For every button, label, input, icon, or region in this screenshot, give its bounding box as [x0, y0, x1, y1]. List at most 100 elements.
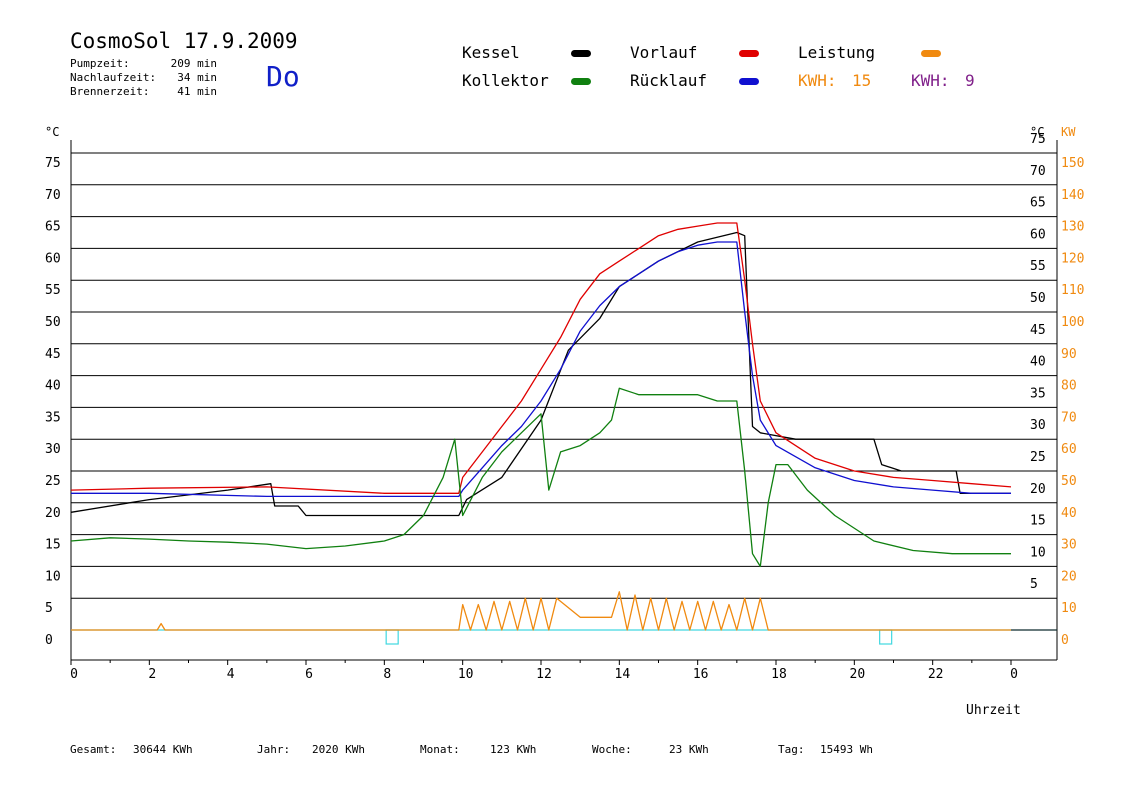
y-left-tick-label: 60: [45, 251, 61, 266]
chart-title: CosmoSol 17.9.2009: [70, 29, 298, 53]
y2-tick-label: 70: [1061, 410, 1077, 425]
y-right-tick-label: 35: [1030, 386, 1046, 401]
y-left-tick-label: 55: [45, 283, 61, 298]
y-left-tick-label: 10: [45, 569, 61, 584]
y2-tick-label: 10: [1061, 601, 1077, 616]
y2-tick-label: 130: [1061, 220, 1084, 235]
x-tick-label: 6: [305, 667, 313, 682]
y-right-tick-label: 15: [1030, 514, 1046, 529]
y-right-tick-label: 45: [1030, 323, 1046, 338]
y2-tick-label: 80: [1061, 379, 1077, 394]
y2-tick-label: 60: [1061, 442, 1077, 457]
x-tick-label: 8: [383, 667, 391, 682]
y-left-tick-label: 25: [45, 474, 61, 489]
y-left-tick-label: 15: [45, 538, 61, 553]
y-left-tick-label: 65: [45, 220, 61, 235]
legend-vorlauf-swatch: [739, 50, 759, 57]
x-axis-title: Uhrzeit: [966, 703, 1021, 718]
legend-ruecklauf-swatch: [739, 78, 759, 85]
y-left-tick-label: 45: [45, 347, 61, 362]
tag-label: Tag:: [778, 743, 805, 756]
x-tick-label: 0: [1010, 667, 1018, 682]
nachlaufzeit-label: Nachlaufzeit:: [70, 71, 157, 84]
x-tick-label: 18: [771, 667, 787, 682]
time-marker: [385, 629, 399, 645]
nachlaufzeit-value: 34 min: [177, 71, 217, 84]
x-tick-label: 4: [227, 667, 235, 682]
gesamt-label: Gesamt:: [70, 743, 117, 756]
y-right-tick-label: 50: [1030, 291, 1046, 306]
monat-label: Monat:: [420, 743, 460, 756]
y-left-tick-label: 75: [45, 156, 61, 171]
legend-vorlauf-label: Vorlauf: [630, 43, 698, 62]
series-line-vorlauf: [70, 222, 1012, 494]
legend-kessel-swatch: [571, 50, 591, 57]
x-tick-label: 16: [693, 667, 709, 682]
y2-tick-label: 150: [1061, 156, 1084, 171]
series-line-leistung: [71, 591, 1011, 631]
pumpzeit-label: Pumpzeit:: [70, 57, 130, 70]
tag-value: 15493 Wh: [820, 743, 873, 756]
weekday-label: Do: [266, 60, 300, 93]
y2-tick-label: 90: [1061, 347, 1077, 362]
legend-kwh-purple-value: 9: [965, 71, 975, 90]
y-right-tick-label: 25: [1030, 450, 1046, 465]
y-right-tick-label: 70: [1030, 164, 1046, 179]
x-tick-label: 2: [148, 667, 156, 682]
x-tick-label: 12: [536, 667, 552, 682]
y2-tick-label: 140: [1061, 188, 1084, 203]
y-right-tick-label: 75: [1030, 132, 1046, 147]
y2-unit: KW: [1061, 125, 1076, 139]
time-marker: [879, 629, 893, 645]
y-left-unit: °C: [45, 125, 59, 139]
legend-kwh-orange-label: KWH:: [798, 71, 837, 90]
monat-value: 123 KWh: [490, 743, 537, 756]
x-tick-label: 14: [615, 667, 631, 682]
y-right-tick-label: 60: [1030, 227, 1046, 242]
gesamt-value: 30644 KWh: [133, 743, 193, 756]
legend-leistung-label: Leistung: [798, 43, 876, 62]
legend-leistung-swatch: [921, 50, 941, 57]
brennerzeit-label: Brennerzeit:: [70, 85, 150, 98]
y-right-tick-label: 5: [1030, 577, 1038, 592]
y-right-tick-label: 30: [1030, 418, 1046, 433]
y2-tick-label: 40: [1061, 506, 1077, 521]
legend-kollektor-label: Kollektor: [462, 71, 549, 90]
jahr-value: 2020 KWh: [312, 743, 365, 756]
y2-tick-label: 30: [1061, 538, 1077, 553]
y2-tick-label: 110: [1061, 283, 1084, 298]
y-left-tick-label: 0: [45, 633, 53, 648]
y-left-tick-label: 30: [45, 442, 61, 457]
y-right-unit: °C: [1030, 125, 1044, 139]
x-tick-label: 0: [70, 667, 78, 682]
y-right-tick-label: 40: [1030, 355, 1046, 370]
y-left-tick-label: 20: [45, 506, 61, 521]
y2-tick-label: 0: [1061, 633, 1069, 648]
y-right-tick-label: 65: [1030, 196, 1046, 211]
legend-kwh-purple-label: KWH:: [911, 71, 950, 90]
y-left-tick-label: 70: [45, 188, 61, 203]
y2-tick-label: 120: [1061, 251, 1084, 266]
brennerzeit-value: 41 min: [177, 85, 217, 98]
series-line-kessel: [70, 231, 1011, 517]
y2-tick-label: 100: [1061, 315, 1084, 330]
y-left-tick-label: 50: [45, 315, 61, 330]
legend-kessel-label: Kessel: [462, 43, 520, 62]
y-left-tick-label: 5: [45, 601, 53, 616]
x-tick-label: 22: [928, 667, 944, 682]
legend-ruecklauf-label: Rücklauf: [630, 71, 708, 90]
legend-kollektor-swatch: [571, 78, 591, 85]
y-left-tick-label: 35: [45, 410, 61, 425]
y-right-tick-label: 10: [1030, 545, 1046, 560]
y-right-tick-label: 55: [1030, 259, 1046, 274]
series-line-rcklauf: [71, 241, 1011, 498]
pumpzeit-value: 209 min: [170, 57, 217, 70]
woche-value: 23 KWh: [669, 743, 709, 756]
x-tick-label: 10: [458, 667, 474, 682]
y-right-tick-label: 20: [1030, 482, 1046, 497]
legend-kwh-orange-value: 15: [852, 71, 872, 90]
woche-label: Woche:: [592, 743, 632, 756]
y2-tick-label: 20: [1061, 569, 1077, 584]
series-line-kollektor: [70, 387, 1011, 568]
